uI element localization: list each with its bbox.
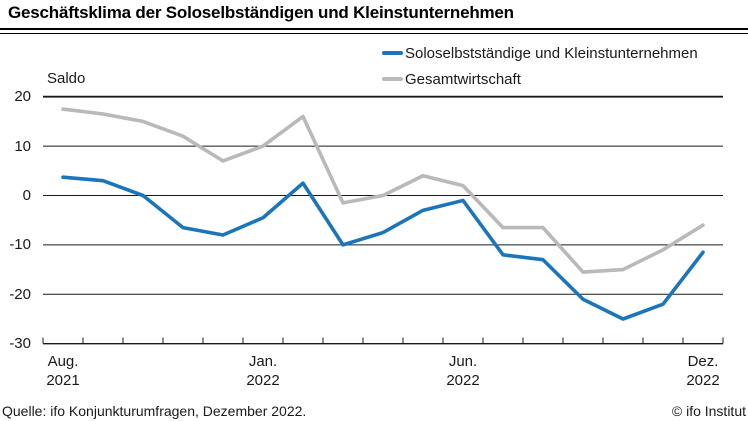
x-tick-label-year: 2021 — [46, 372, 80, 389]
x-tick-label: Jun. 2022 — [439, 352, 487, 390]
y-axis-unit-label: Saldo — [47, 70, 86, 87]
y-tick-label: 20 — [14, 88, 31, 106]
x-tick-label-month: Jan. — [248, 353, 278, 370]
legend-item-gesamtwirtschaft: Gesamtwirtschaft — [382, 66, 698, 92]
x-tick-label-year: 2022 — [246, 372, 280, 389]
title-rule-thin — [0, 33, 748, 34]
x-tick-label: Jan. 2022 — [239, 352, 287, 390]
y-tick-label: -30 — [9, 335, 31, 353]
page-title: Geschäftsklima der Soloselbständigen und… — [8, 3, 514, 22]
chart-legend: Soloselbstständige und Kleinstunternehme… — [382, 40, 698, 92]
y-tick-label: -20 — [9, 285, 31, 303]
title-rule-thick — [0, 28, 748, 30]
copyright-note: © ifo Institut — [671, 403, 746, 419]
source-note: Quelle: ifo Konjunkturumfragen, Dezember… — [2, 403, 307, 419]
series-line-gray — [61, 107, 705, 274]
x-tick-label-month: Jun. — [448, 353, 478, 370]
legend-label: Gesamtwirtschaft — [405, 70, 521, 88]
y-tick-label: 10 — [14, 137, 31, 155]
x-tick-label: Dez. 2022 — [679, 352, 727, 390]
legend-item-solo: Soloselbstständige und Kleinstunternehme… — [382, 40, 698, 66]
x-tick-label-year: 2022 — [446, 372, 480, 389]
series-line-blue — [61, 175, 705, 321]
x-tick-label-month: Dez. — [687, 353, 719, 370]
legend-line-swatch-gray — [382, 77, 403, 81]
x-tick-label-year: 2022 — [686, 372, 720, 389]
x-tick-label: Aug. 2021 — [39, 352, 87, 390]
y-tick-label: -10 — [9, 236, 31, 254]
legend-label: Soloselbstständige und Kleinstunternehme… — [405, 44, 698, 62]
x-tick-label-month: Aug. — [47, 353, 79, 370]
legend-line-swatch-blue — [382, 51, 403, 55]
y-tick-label: 0 — [22, 187, 31, 204]
